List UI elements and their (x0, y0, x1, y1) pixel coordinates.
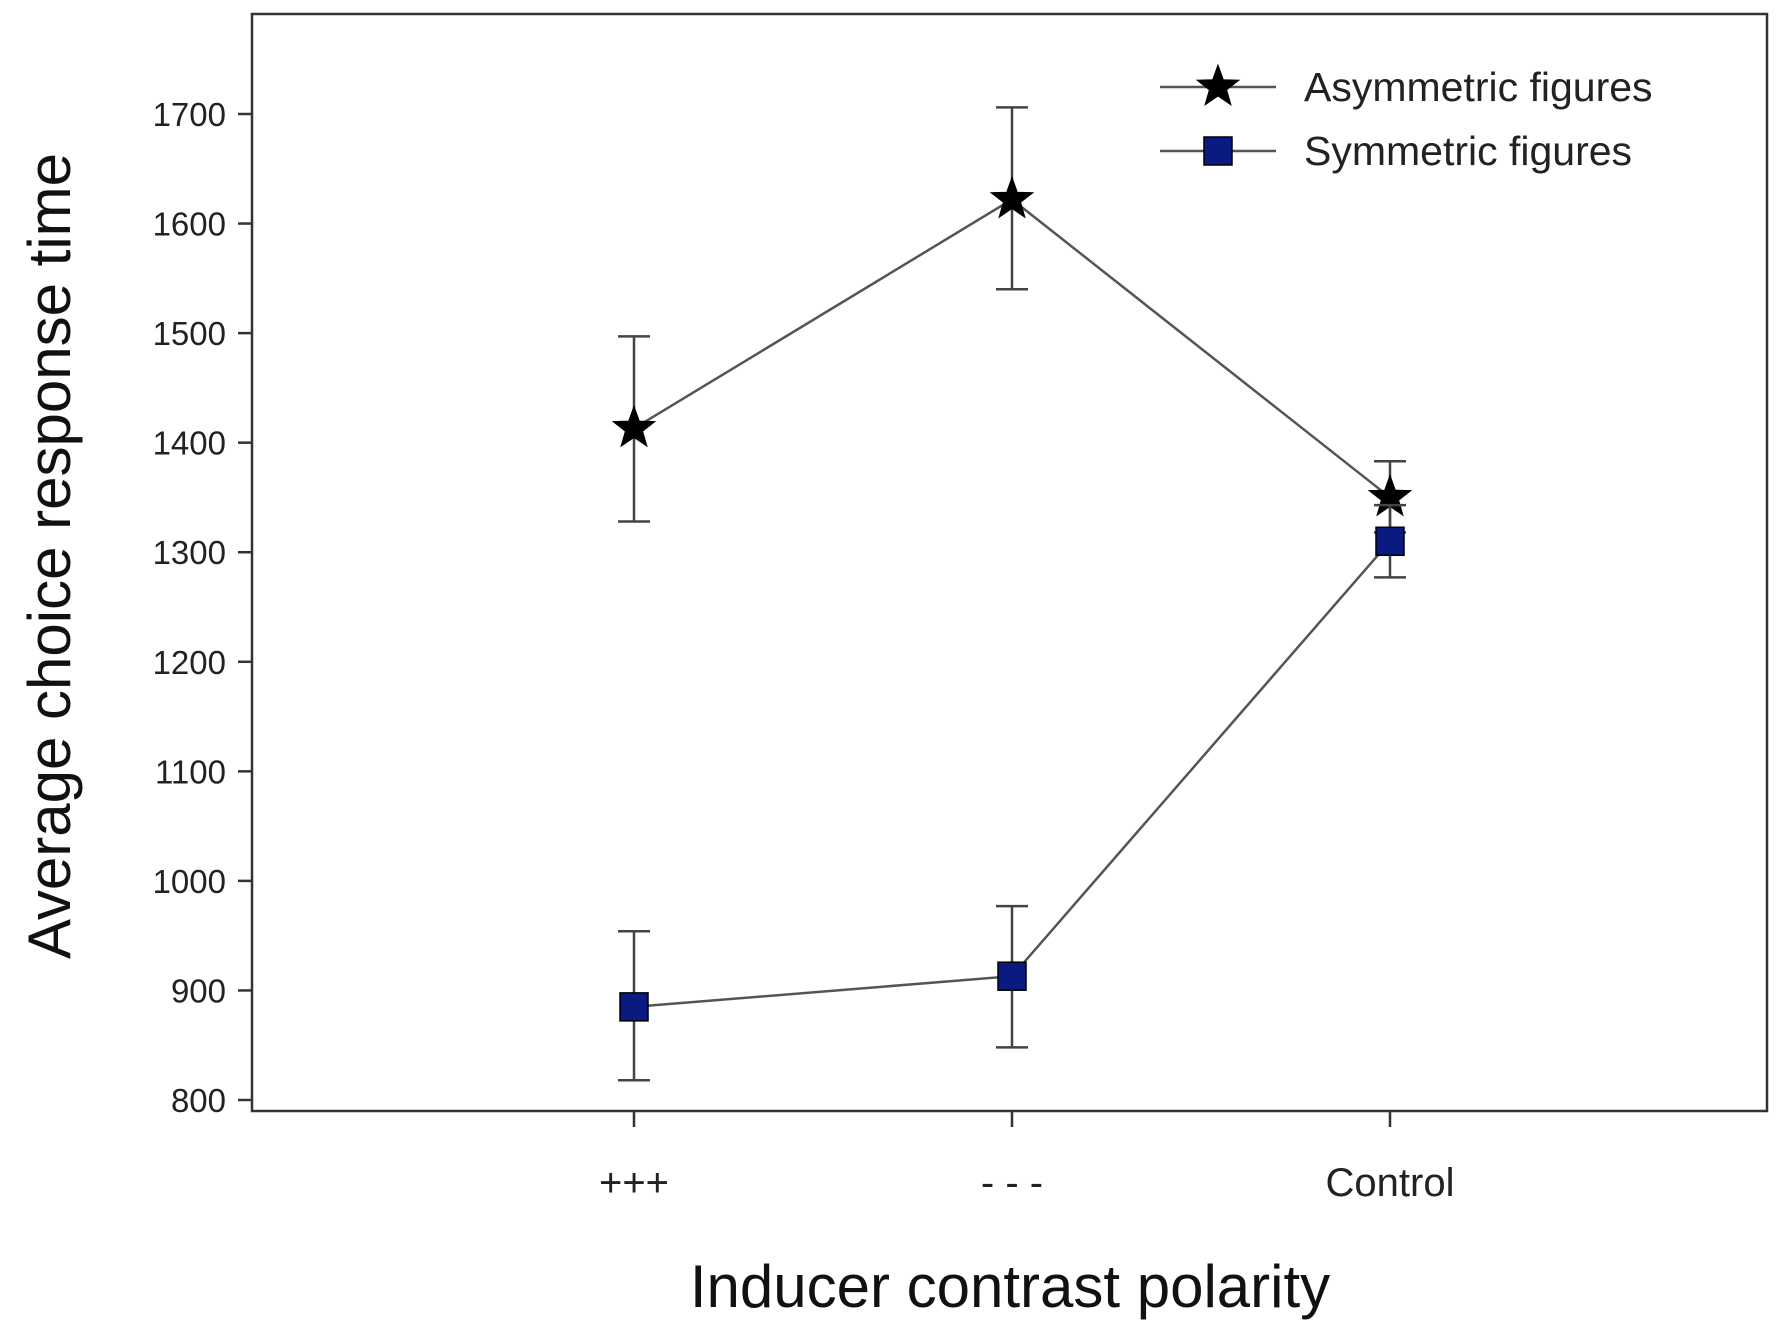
y-tick-label: 1700 (153, 96, 226, 133)
y-axis-title: Average choice response time (16, 153, 83, 959)
square-marker (997, 961, 1027, 991)
series-symmetric (618, 503, 1406, 1082)
y-tick-label: 1400 (153, 425, 226, 462)
legend-label: Symmetric figures (1304, 128, 1632, 174)
legend-item: Asymmetric figures (1160, 63, 1653, 110)
y-tick-label: 1500 (153, 315, 226, 352)
y-axis: 800 900 1000 1100 1200 1300 1400 1500 1600 1700 (153, 96, 252, 1119)
legend-square-icon (1203, 136, 1233, 166)
legend-label: Asymmetric figures (1304, 64, 1653, 110)
x-axis: +++ - - - Control (599, 1111, 1455, 1205)
y-tick-label: 1300 (153, 534, 226, 571)
x-tick-label: +++ (599, 1161, 669, 1205)
x-tick-label: - - - (981, 1161, 1043, 1205)
square-marker (1375, 526, 1405, 557)
legend-star-icon (1195, 63, 1241, 106)
y-tick-label: 1600 (153, 206, 226, 243)
y-tick-label: 1000 (153, 863, 226, 900)
square-marker (619, 992, 649, 1022)
y-tick-label: 1200 (153, 644, 226, 681)
star-marker (611, 404, 657, 448)
star-marker (989, 176, 1035, 219)
plot-frame (250, 12, 1769, 1113)
x-axis-title: Inducer contrast polarity (690, 1253, 1330, 1320)
series-layer (611, 106, 1413, 1082)
y-tick-label: 1100 (155, 753, 226, 790)
series-asymmetric (611, 106, 1413, 534)
legend: Asymmetric figures Symmetric figures (1160, 63, 1653, 174)
legend-item: Symmetric figures (1160, 128, 1632, 174)
x-tick-label: Control (1326, 1161, 1455, 1205)
y-tick-label: 900 (171, 972, 226, 1009)
y-tick-label: 800 (171, 1082, 226, 1119)
